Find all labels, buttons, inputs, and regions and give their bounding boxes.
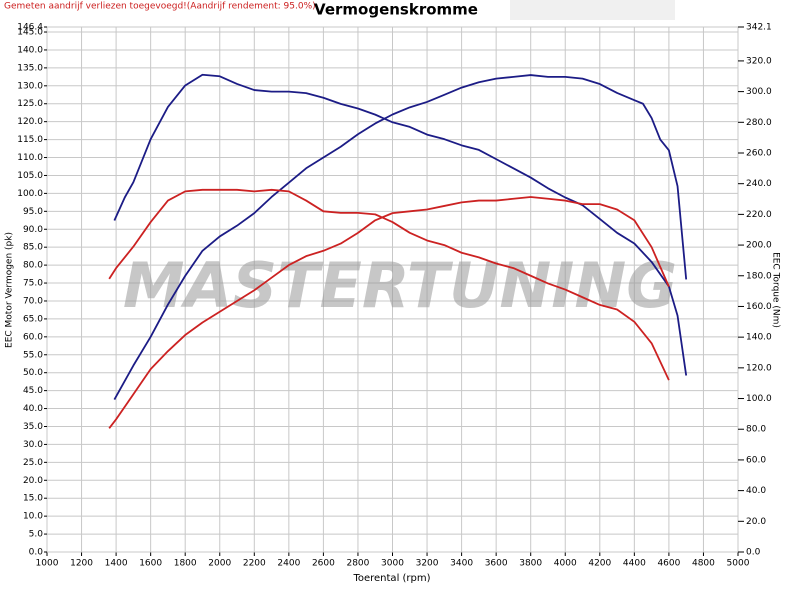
x-tick-label: 3600 (485, 559, 508, 569)
curve (113, 73, 688, 376)
y-tick-label: 125.0 (17, 99, 43, 109)
y-tick-label: 15.0 (23, 494, 43, 504)
x-tick-label: 2400 (277, 559, 300, 569)
y2-tick-label: 160.0 (746, 302, 772, 312)
x-tick-label: 2600 (312, 559, 335, 569)
y-tick-label: 85.0 (23, 243, 43, 253)
y2-tick-label: 300.0 (746, 87, 772, 97)
y-tick-label: 105.0 (17, 171, 43, 181)
x-tick-label: 4000 (554, 559, 577, 569)
y-tick-label: 55.0 (23, 350, 43, 360)
y-tick-label: 10.0 (23, 512, 43, 522)
x-axis-label: Toerental (rpm) (352, 573, 430, 584)
y-tick-label: 146.4 (17, 23, 43, 33)
y-tick-label: 50.0 (23, 368, 43, 378)
y-tick-label: 135.0 (17, 63, 43, 73)
y-axis-label: EEC Motor Vermogen (pk) (5, 232, 15, 348)
y2-tick-label: 0.0 (746, 548, 761, 558)
y-tick-label: 0.0 (29, 548, 44, 558)
note: Gemeten aandrijf verliezen toegevoegd!(A… (4, 2, 316, 12)
x-tick-label: 3400 (450, 559, 473, 569)
y-tick-label: 115.0 (17, 135, 43, 145)
y-tick-label: 25.0 (23, 458, 43, 468)
watermark: MASTERTUNING (123, 249, 677, 322)
y-tick-label: 100.0 (17, 189, 43, 199)
y2-tick-label: 220.0 (746, 210, 772, 220)
y2-tick-label: 320.0 (746, 56, 772, 66)
y2-tick-label: 240.0 (746, 179, 772, 189)
chart-title: Vermogenskromme (314, 1, 478, 19)
x-tick-label: 2200 (243, 559, 266, 569)
x-tick-label: 3000 (381, 559, 404, 569)
x-tick-label: 4800 (692, 559, 715, 569)
y2-tick-label: 40.0 (746, 486, 766, 496)
y2-axis-label: EEC Torque (Nm) (771, 252, 781, 328)
y-tick-label: 5.0 (29, 530, 44, 540)
x-tick-label: 4200 (588, 559, 611, 569)
x-tick-label: 1600 (139, 559, 162, 569)
y-tick-label: 95.0 (23, 207, 43, 217)
y-tick-label: 65.0 (23, 314, 43, 324)
x-tick-label: 3800 (519, 559, 542, 569)
y-tick-label: 120.0 (17, 117, 43, 127)
curve (108, 196, 670, 429)
x-tick-label: 4400 (623, 559, 646, 569)
y2-tick-label: 60.0 (746, 455, 766, 465)
x-tick-label: 1000 (36, 559, 59, 569)
y2-tick-label: 260.0 (746, 148, 772, 158)
y-tick-label: 75.0 (23, 279, 43, 289)
y-tick-label: 60.0 (23, 332, 43, 342)
y-tick-label: 145.0 (17, 28, 43, 38)
y-tick-label: 35.0 (23, 422, 43, 432)
header-box (510, 0, 675, 20)
x-tick-label: 1200 (70, 559, 93, 569)
x-tick-label: 1400 (105, 559, 128, 569)
x-tick-label: 2000 (208, 559, 231, 569)
y-tick-label: 110.0 (17, 153, 43, 163)
y-tick-label: 30.0 (23, 440, 43, 450)
y-tick-label: 140.0 (17, 45, 43, 55)
y-tick-label: 20.0 (23, 476, 43, 486)
y2-tick-label: 100.0 (746, 394, 772, 404)
x-tick-label: 3200 (416, 559, 439, 569)
y-tick-label: 70.0 (23, 296, 43, 306)
y-tick-label: 40.0 (23, 404, 43, 414)
y-tick-label: 80.0 (23, 261, 43, 271)
curve (108, 188, 670, 381)
y2-tick-label: 120.0 (746, 363, 772, 373)
x-tick-label: 1800 (174, 559, 197, 569)
x-tick-label: 5000 (727, 559, 750, 569)
y2-tick-label: 200.0 (746, 241, 772, 251)
y-tick-label: 130.0 (17, 81, 43, 91)
x-tick-label: 4600 (657, 559, 680, 569)
y-tick-label: 90.0 (23, 225, 43, 235)
y-tick-label: 45.0 (23, 386, 43, 396)
y2-tick-label: 20.0 (746, 517, 766, 527)
y2-tick-label: 80.0 (746, 425, 766, 435)
y2-tick-label: 140.0 (746, 333, 772, 343)
y2-tick-label: 180.0 (746, 271, 772, 281)
y2-tick-label: 342.1 (746, 23, 772, 33)
x-tick-label: 2800 (346, 559, 369, 569)
y2-tick-label: 280.0 (746, 118, 772, 128)
curve (113, 74, 688, 401)
